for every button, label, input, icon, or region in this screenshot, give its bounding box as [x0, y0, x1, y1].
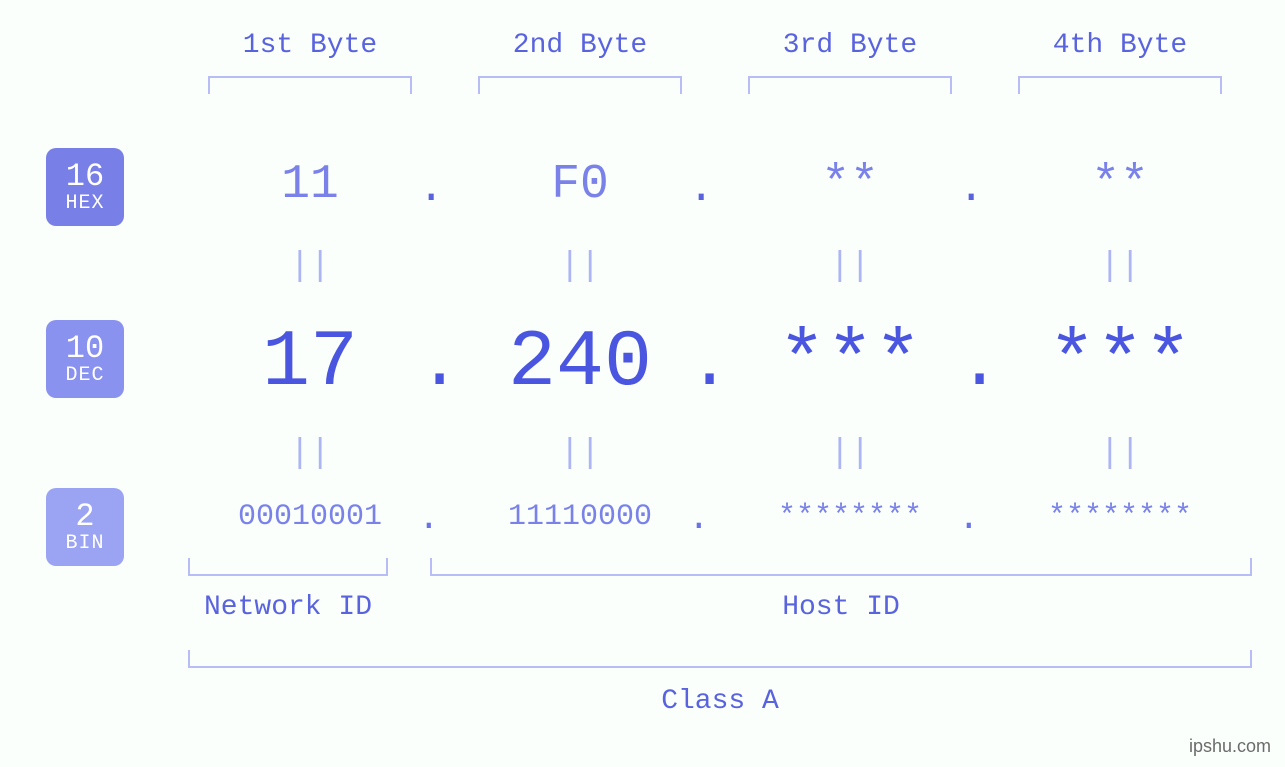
bin-dot-3: .: [958, 498, 980, 539]
badge-dec-label: DEC: [65, 365, 104, 386]
badge-hex-label: HEX: [65, 193, 104, 214]
hex-byte-1: 11: [180, 158, 440, 212]
equals-1-1: ||: [180, 248, 440, 286]
equals-1-3: ||: [720, 248, 980, 286]
badge-bin: 2 BIN: [46, 488, 124, 566]
bin-dot-1: .: [418, 498, 440, 539]
badge-bin-label: BIN: [65, 533, 104, 554]
dec-dot-3: .: [958, 324, 1001, 406]
top-bracket-2: [478, 76, 682, 94]
hex-byte-2: F0: [450, 158, 710, 212]
bin-byte-1: 00010001: [180, 500, 440, 534]
bin-byte-2: 11110000: [450, 500, 710, 534]
bin-byte-4: ********: [990, 500, 1250, 534]
host-id-label: Host ID: [430, 592, 1252, 623]
badge-hex: 16 HEX: [46, 148, 124, 226]
equals-2-3: ||: [720, 435, 980, 473]
byte-header-4: 4th Byte: [990, 30, 1250, 61]
dec-dot-1: .: [418, 324, 461, 406]
host-bracket: [430, 558, 1252, 576]
dec-byte-3: ***: [720, 318, 980, 409]
network-id-label: Network ID: [188, 592, 388, 623]
hex-dot-1: .: [418, 164, 444, 214]
equals-2-2: ||: [450, 435, 710, 473]
dec-byte-2: 240: [450, 318, 710, 409]
dec-dot-2: .: [688, 324, 731, 406]
badge-bin-num: 2: [75, 500, 94, 534]
badge-dec-num: 10: [66, 332, 104, 366]
network-bracket: [188, 558, 388, 576]
badge-dec: 10 DEC: [46, 320, 124, 398]
watermark: ipshu.com: [1189, 736, 1271, 757]
byte-header-3: 3rd Byte: [720, 30, 980, 61]
top-bracket-4: [1018, 76, 1222, 94]
byte-header-1: 1st Byte: [180, 30, 440, 61]
dec-byte-1: 17: [180, 318, 440, 409]
bin-dot-2: .: [688, 498, 710, 539]
equals-1-4: ||: [990, 248, 1250, 286]
hex-byte-3: **: [720, 158, 980, 212]
hex-dot-3: .: [958, 164, 984, 214]
dec-byte-4: ***: [990, 318, 1250, 409]
bin-byte-3: ********: [720, 500, 980, 534]
top-bracket-1: [208, 76, 412, 94]
equals-1-2: ||: [450, 248, 710, 286]
top-bracket-3: [748, 76, 952, 94]
badge-hex-num: 16: [66, 160, 104, 194]
hex-dot-2: .: [688, 164, 714, 214]
class-bracket: [188, 650, 1252, 668]
class-label: Class A: [188, 686, 1252, 717]
equals-2-4: ||: [990, 435, 1250, 473]
equals-2-1: ||: [180, 435, 440, 473]
hex-byte-4: **: [990, 158, 1250, 212]
byte-header-2: 2nd Byte: [450, 30, 710, 61]
